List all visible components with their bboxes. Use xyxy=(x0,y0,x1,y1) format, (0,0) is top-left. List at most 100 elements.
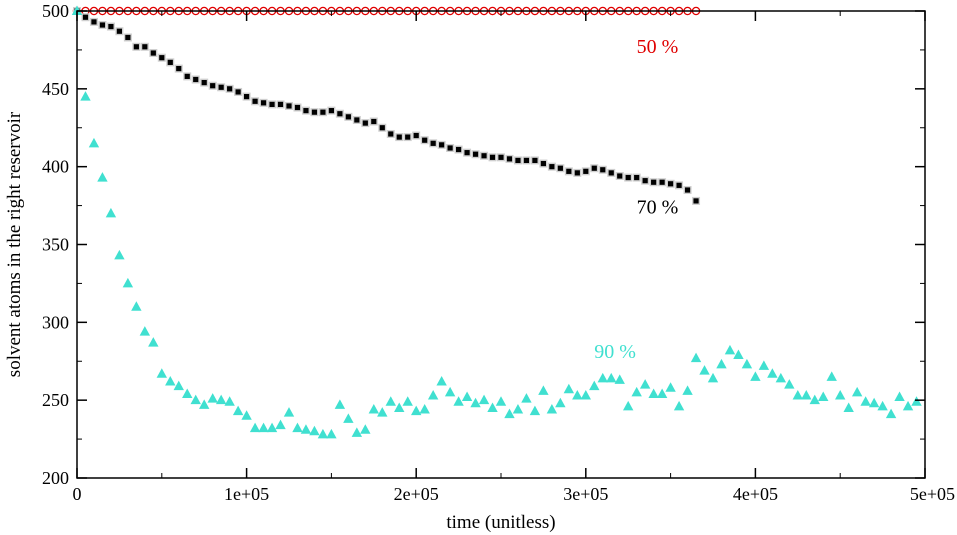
point-70 xyxy=(361,119,370,128)
point-70 xyxy=(310,108,319,117)
point-90 xyxy=(699,365,710,375)
point-90 xyxy=(809,394,820,405)
point-70 xyxy=(420,136,429,145)
point-90 xyxy=(682,385,693,395)
point-90 xyxy=(436,375,447,386)
point-70 xyxy=(183,72,192,81)
point-90 xyxy=(207,393,218,403)
y-tick-label: 300 xyxy=(42,312,69,332)
point-90 xyxy=(851,386,863,397)
point-90 xyxy=(690,352,702,363)
point-90 xyxy=(767,368,778,378)
point-70 xyxy=(429,139,438,148)
point-90 xyxy=(894,391,905,402)
point-90 xyxy=(97,172,108,182)
x-tick-label: 4e+05 xyxy=(733,484,778,504)
point-90 xyxy=(173,380,184,391)
point-70 xyxy=(318,108,327,117)
y-axis-title: solvent atoms in the right reservoir xyxy=(4,111,25,377)
point-90 xyxy=(377,407,388,417)
point-70 xyxy=(132,42,141,51)
point-70 xyxy=(641,176,650,185)
point-70 xyxy=(539,159,548,168)
tick-labels: 0 1e+05 2e+05 3e+05 4e+05 5e+05 200 250 300 350 40… xyxy=(42,1,955,504)
point-90 xyxy=(724,344,736,355)
point-70 xyxy=(683,186,692,195)
point-90 xyxy=(258,422,269,433)
point-70 xyxy=(285,101,294,110)
point-90 xyxy=(801,389,812,400)
point-90 xyxy=(309,425,320,436)
point-70 xyxy=(225,84,234,93)
point-90 xyxy=(368,404,379,414)
point-70 xyxy=(395,133,404,142)
series-70-points xyxy=(72,6,701,205)
point-90 xyxy=(639,379,651,389)
point-70 xyxy=(692,196,701,205)
point-70 xyxy=(378,123,387,132)
point-90 xyxy=(495,396,507,406)
y-tick-label: 250 xyxy=(42,390,69,410)
point-90 xyxy=(182,388,193,398)
point-70 xyxy=(649,178,658,187)
point-70 xyxy=(522,156,531,165)
series-label: 90 % xyxy=(594,341,636,363)
point-90 xyxy=(606,372,617,383)
point-70 xyxy=(386,129,395,138)
point-70 xyxy=(632,173,641,182)
point-90 xyxy=(360,424,371,434)
point-70 xyxy=(276,100,285,109)
point-70 xyxy=(293,103,302,112)
point-90 xyxy=(504,408,515,419)
point-70 xyxy=(666,179,675,188)
y-tick-label: 500 xyxy=(42,1,69,21)
point-90 xyxy=(249,422,261,433)
point-90 xyxy=(521,393,532,403)
point-90 xyxy=(461,391,473,402)
point-90 xyxy=(317,428,329,439)
point-90 xyxy=(733,349,744,360)
point-90 xyxy=(232,405,244,416)
point-90 xyxy=(555,397,566,408)
series-90-points xyxy=(71,5,922,439)
point-90 xyxy=(148,337,159,347)
y-tick-label: 400 xyxy=(42,157,69,177)
point-70 xyxy=(598,165,607,174)
point-70 xyxy=(149,49,158,58)
point-90 xyxy=(156,368,167,378)
point-90 xyxy=(419,404,430,414)
point-90 xyxy=(843,402,854,412)
point-90 xyxy=(877,400,888,411)
point-70 xyxy=(81,13,90,22)
point-90 xyxy=(199,399,210,409)
point-70 xyxy=(437,140,446,149)
point-70 xyxy=(327,106,336,115)
point-70 xyxy=(166,58,175,67)
point-90 xyxy=(215,394,227,405)
point-70 xyxy=(140,42,149,51)
point-90 xyxy=(139,326,151,336)
point-90 xyxy=(275,419,286,430)
point-90 xyxy=(394,402,405,412)
point-70 xyxy=(191,75,200,84)
point-90 xyxy=(826,371,837,381)
x-axis-title: time (unitless) xyxy=(446,512,555,533)
point-70 xyxy=(251,97,260,106)
point-70 xyxy=(268,100,277,109)
point-90 xyxy=(835,389,846,400)
point-70 xyxy=(106,22,115,31)
point-70 xyxy=(505,154,514,163)
point-90 xyxy=(665,382,676,392)
x-tick-label: 3e+05 xyxy=(563,484,608,504)
point-70 xyxy=(607,168,616,177)
point-90 xyxy=(470,397,481,408)
point-90 xyxy=(546,404,558,414)
point-90 xyxy=(589,380,600,391)
point-90 xyxy=(453,396,464,406)
point-90 xyxy=(784,379,795,389)
point-70 xyxy=(259,98,268,107)
point-90 xyxy=(885,408,897,419)
point-90 xyxy=(165,375,176,386)
series-label: 70 % xyxy=(637,196,679,218)
